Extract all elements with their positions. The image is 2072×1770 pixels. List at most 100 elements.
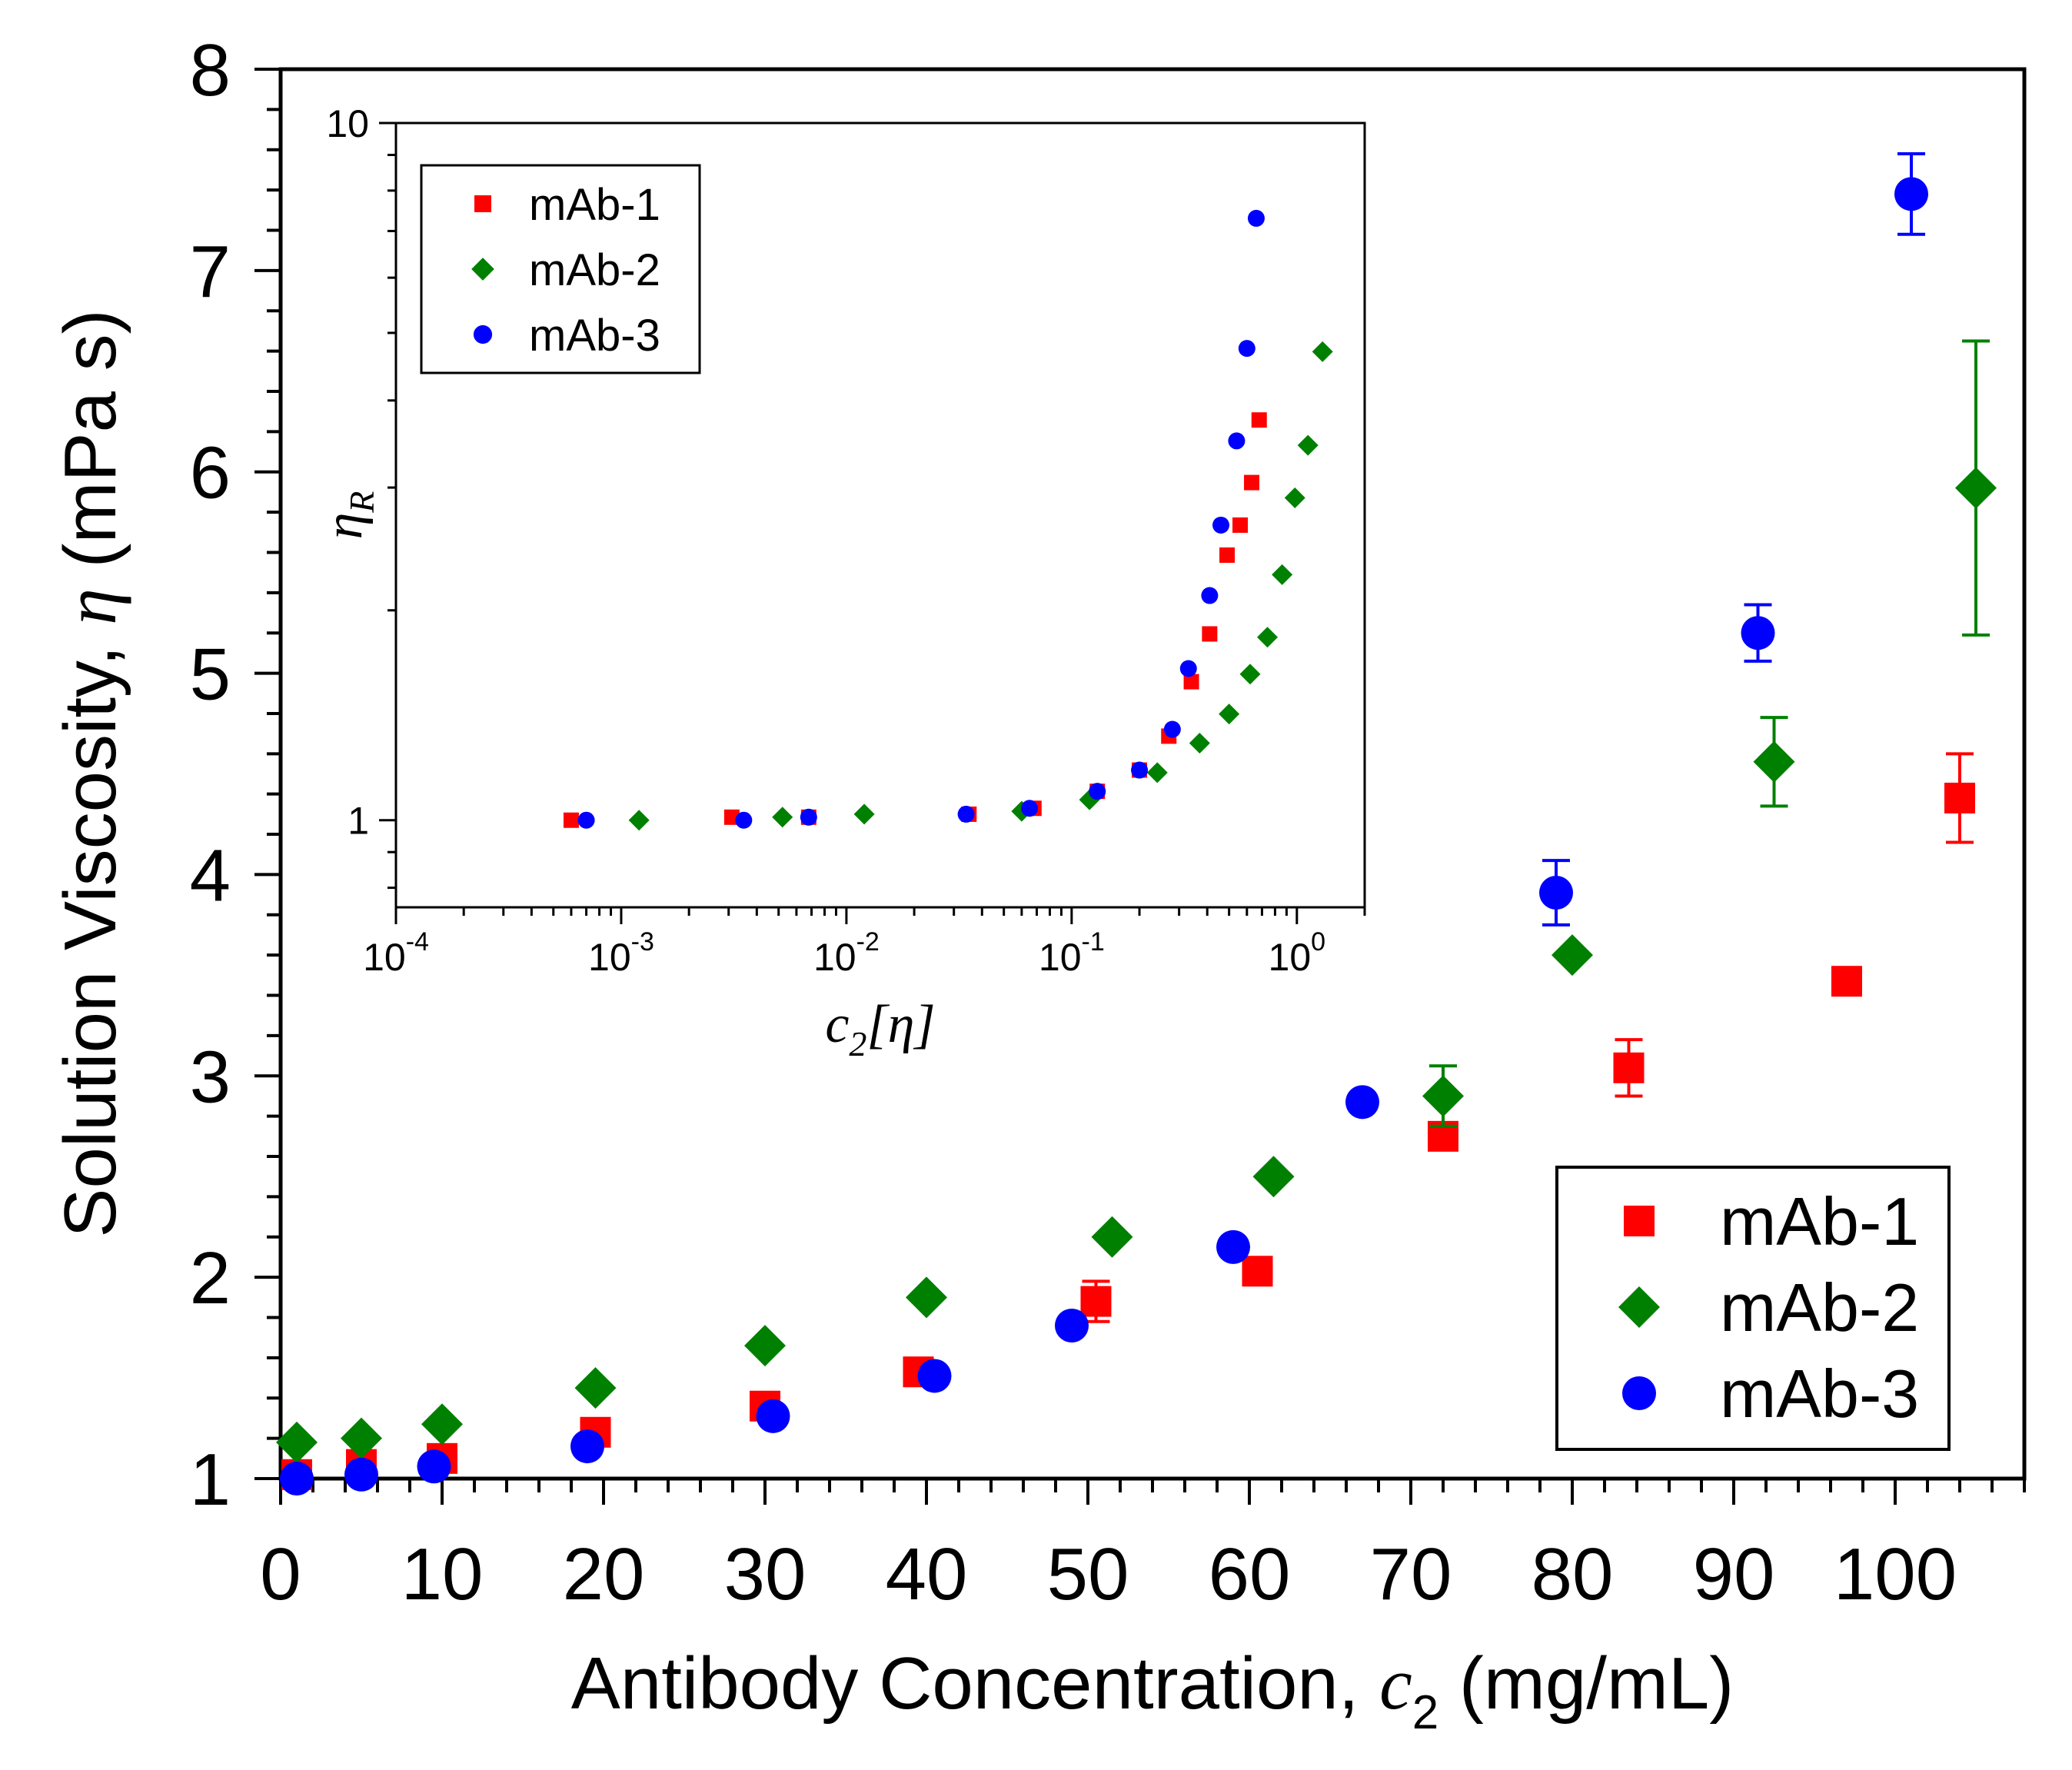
inset-legend-label: mAb-3 [529, 311, 660, 361]
inset-axis-ticks [379, 121, 1366, 924]
data-point-mab-2 [1552, 934, 1593, 976]
inset-data-point-mab-2 [1257, 627, 1279, 648]
inset-data-point-mab-3 [1228, 432, 1246, 450]
x-tick-label: 70 [1370, 1533, 1452, 1615]
inset-data-point-mab-2 [628, 810, 650, 831]
y-tick-label: 1 [190, 1439, 231, 1521]
inset-y-tick-label: 10 [326, 102, 369, 145]
y-tick-label: 8 [190, 29, 231, 111]
y-axis-title-unit: (mPa s) [49, 309, 131, 588]
inset-data-point-mab-2 [1284, 487, 1305, 508]
inset-data-point-mab-1 [563, 812, 579, 828]
data-point-mab-1 [1831, 966, 1862, 997]
inset-data-point-mab-2 [1297, 434, 1319, 456]
inset-data-point-mab-1 [1202, 626, 1218, 642]
legend-marker-mab-1 [1624, 1206, 1655, 1236]
data-point-mab-3 [1055, 1308, 1089, 1342]
data-point-mab-1 [1613, 1052, 1645, 1083]
x-tick-label: 100 [1834, 1533, 1957, 1615]
inset-data-point-mab-3 [1247, 209, 1265, 227]
data-point-mab-2 [1753, 740, 1795, 783]
inset-data-point-mab-2 [1312, 341, 1333, 362]
inset-data-point-mab-3 [1238, 340, 1256, 358]
data-point-mab-1 [1080, 1286, 1112, 1317]
inset-x-tick-label: 10-2 [813, 927, 880, 979]
inset-y-axis-title-symbol: η [314, 513, 374, 540]
data-point-mab-3 [1894, 177, 1928, 211]
data-point-mab-3 [917, 1359, 952, 1393]
inset-data-point-mab-3 [1201, 587, 1219, 604]
data-point-mab-3 [280, 1462, 314, 1496]
main-data-points [276, 151, 1997, 1496]
inset-data-point-mab-3 [800, 808, 817, 826]
x-tick-label: 20 [563, 1533, 645, 1615]
inset-data-point-mab-3 [1089, 783, 1106, 800]
legend-marker-mab-3 [1622, 1376, 1656, 1410]
data-point-mab-2 [1955, 467, 1997, 509]
x-axis-title-unit: (mg/mL) [1438, 1642, 1734, 1725]
inset-data-point-mab-3 [957, 805, 975, 823]
inset-tick-labels: 10-4 10-3 10-2 10-1 100 1 10 [326, 102, 1325, 979]
inset-x-tick-label: 10-3 [588, 927, 654, 979]
x-axis-title: Antibody Concentration, c2 (mg/mL) [571, 1642, 1734, 1739]
data-point-mab-2 [1422, 1075, 1464, 1117]
x-tick-label: 50 [1047, 1533, 1129, 1615]
inset-data-point-mab-1 [1232, 517, 1249, 533]
data-point-mab-3 [1741, 616, 1775, 650]
inset-data-point-mab-2 [1272, 564, 1293, 585]
inset-data-point-mab-3 [1131, 761, 1149, 779]
inset-y-axis-title: ηR [314, 491, 381, 540]
inset-data-point-mab-1 [1183, 674, 1199, 690]
data-point-mab-2 [906, 1276, 947, 1319]
data-point-mab-3 [417, 1449, 451, 1484]
inset-legend-label: mAb-2 [529, 245, 660, 295]
inset-data-point-mab-2 [1239, 664, 1261, 685]
inset-legend-label: mAb-1 [529, 180, 660, 230]
y-tick-label: 3 [190, 1036, 231, 1118]
main-legend-items: mAb-1 mAb-2 mAb-3 [1618, 1183, 1919, 1432]
y-tick-label: 5 [190, 634, 231, 716]
inset-x-axis-title: c2[η] [825, 995, 935, 1063]
data-point-mab-2 [744, 1325, 786, 1367]
y-axis-title-text: Solution Viscosity, [49, 625, 131, 1238]
inset-x-axis-title-subscript: 2 [849, 1024, 866, 1063]
data-point-mab-2 [1252, 1156, 1295, 1198]
inset-data-point-mab-2 [1219, 704, 1240, 725]
inset-legend-marker-mab-2 [471, 258, 494, 281]
inset-y-tick-label: 1 [348, 800, 369, 843]
inset-data-point-mab-3 [735, 811, 753, 829]
data-point-mab-3 [570, 1429, 604, 1464]
inset-y-axis-title-subscript: R [342, 491, 381, 514]
data-point-mab-3 [344, 1457, 378, 1492]
data-point-mab-2 [276, 1421, 318, 1463]
x-tick-label: 30 [724, 1533, 807, 1615]
legend-label: mAb-1 [1720, 1183, 1919, 1259]
legend-label: mAb-2 [1720, 1269, 1919, 1346]
inset-data-point-mab-2 [853, 803, 875, 825]
inset-legend-items: mAb-1 mAb-2 mAb-3 [471, 180, 660, 361]
x-tick-label: 90 [1693, 1533, 1775, 1615]
y-tick-label: 7 [190, 231, 231, 313]
x-tick-label: 0 [260, 1533, 301, 1615]
data-point-mab-2 [1091, 1216, 1133, 1258]
legend-label: mAb-3 [1720, 1356, 1919, 1432]
inset-x-tick-label: 10-4 [363, 927, 429, 979]
x-tick-label: 40 [886, 1533, 968, 1615]
inset-x-axis-title-bracket: [η] [866, 995, 935, 1054]
data-point-mab-2 [574, 1367, 617, 1409]
inset-data-point-mab-2 [1146, 762, 1168, 784]
y-axis-title: Solution Viscosity, η (mPa s) [49, 309, 131, 1237]
y-tick-label: 4 [190, 834, 231, 917]
data-point-mab-1 [1944, 782, 1975, 813]
data-point-mab-2 [421, 1403, 463, 1446]
main-tick-labels: 0 10 20 30 40 50 60 70 80 90 100 1 2 3 4 5 6 7 8 [190, 29, 1957, 1615]
inset-data-point-mab-3 [577, 811, 595, 829]
main-axis-ticks [254, 68, 2026, 1505]
data-point-mab-2 [341, 1417, 382, 1459]
inset-x-axis-title-symbol: c [825, 995, 849, 1054]
inset-data-point-mab-1 [1251, 412, 1267, 428]
inset-data-point-mab-1 [1219, 547, 1236, 563]
inset-x-tick-label: 10-1 [1039, 927, 1105, 979]
